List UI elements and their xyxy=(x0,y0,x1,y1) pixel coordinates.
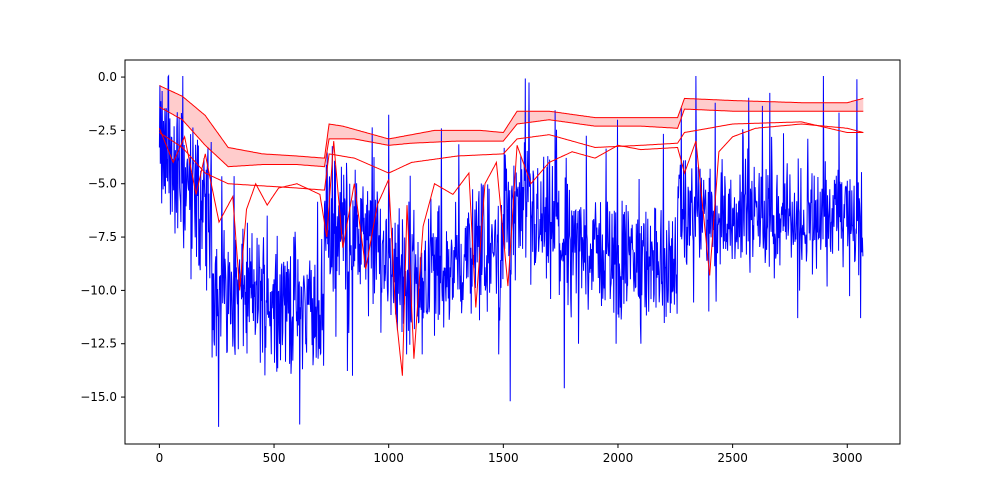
signal-series xyxy=(158,74,864,427)
signal-line xyxy=(158,74,864,427)
x-tick-label: 1000 xyxy=(373,451,404,465)
y-axis: 0.0 −2.5 −5.0 −7.5 −10.0 −12.5 −15.0 xyxy=(80,70,125,404)
x-tick-label: 500 xyxy=(263,451,286,465)
band-fill-area xyxy=(159,85,864,167)
y-tick-label: −7.5 xyxy=(88,230,117,244)
y-tick-label: −12.5 xyxy=(80,337,117,351)
band-upper-line xyxy=(159,85,864,159)
plot-frame xyxy=(124,59,901,445)
x-tick-label: 3000 xyxy=(832,451,863,465)
band-fill xyxy=(159,85,864,167)
x-axis: 0 500 1000 1500 2000 2500 3000 xyxy=(156,444,863,465)
red-dip-line xyxy=(158,123,864,376)
y-tick-label: −10.0 xyxy=(80,283,117,297)
band-mid-line xyxy=(159,106,864,168)
x-tick-label: 2500 xyxy=(717,451,748,465)
y-tick-label: −2.5 xyxy=(88,123,117,137)
x-tick-label: 0 xyxy=(156,451,164,465)
band-lines xyxy=(158,85,864,376)
x-tick-label: 2000 xyxy=(603,451,634,465)
y-tick-label: 0.0 xyxy=(98,70,117,84)
x-tick-label: 1500 xyxy=(488,451,519,465)
y-tick-label: −15.0 xyxy=(80,390,117,404)
band-lower-line xyxy=(159,121,864,191)
y-tick-label: −5.0 xyxy=(88,177,117,191)
